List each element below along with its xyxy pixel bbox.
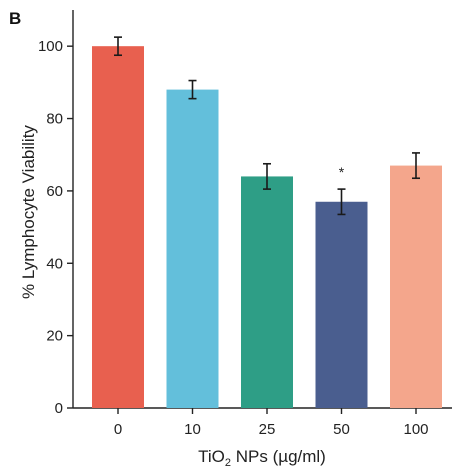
- annotations: *: [339, 164, 345, 180]
- y-tick-label: 40: [46, 255, 63, 272]
- y-tick-label: 100: [38, 38, 63, 55]
- bars: [92, 46, 442, 408]
- x-axis-title-rest: NPs (µg/ml): [231, 447, 326, 466]
- bar-50: [315, 201, 368, 408]
- x-axis-title-subscript: 2: [225, 457, 231, 469]
- y-ticks: 0 20 40 60 80 100: [38, 38, 73, 417]
- x-axis: 0 10 25 50 100: [73, 407, 452, 438]
- x-ticks: 0 10 25 50 100: [114, 408, 429, 438]
- bar-10: [166, 89, 219, 408]
- y-axis-title: % Lymphocyte Viability: [19, 125, 38, 299]
- y-tick-label: 0: [55, 400, 63, 417]
- bar-100: [390, 165, 442, 408]
- error-bars: [114, 36, 420, 216]
- x-tick-label: 10: [184, 421, 201, 438]
- x-tick-label: 0: [114, 421, 122, 438]
- x-tick-label: 25: [259, 421, 276, 438]
- bar-25: [241, 176, 293, 408]
- bar-0: [92, 46, 144, 408]
- y-tick-label: 80: [46, 111, 63, 128]
- x-axis-title-main: TiO: [198, 447, 225, 466]
- y-tick-label: 20: [46, 328, 63, 345]
- panel-label: B: [9, 9, 21, 28]
- x-tick-label: 50: [333, 421, 350, 438]
- x-tick-label: 100: [403, 421, 428, 438]
- x-axis-title: TiO2 NPs (µg/ml): [198, 447, 326, 469]
- significance-marker: *: [339, 164, 345, 180]
- y-axis: 0 20 40 60 80 100: [38, 10, 74, 417]
- y-tick-label: 60: [46, 183, 63, 200]
